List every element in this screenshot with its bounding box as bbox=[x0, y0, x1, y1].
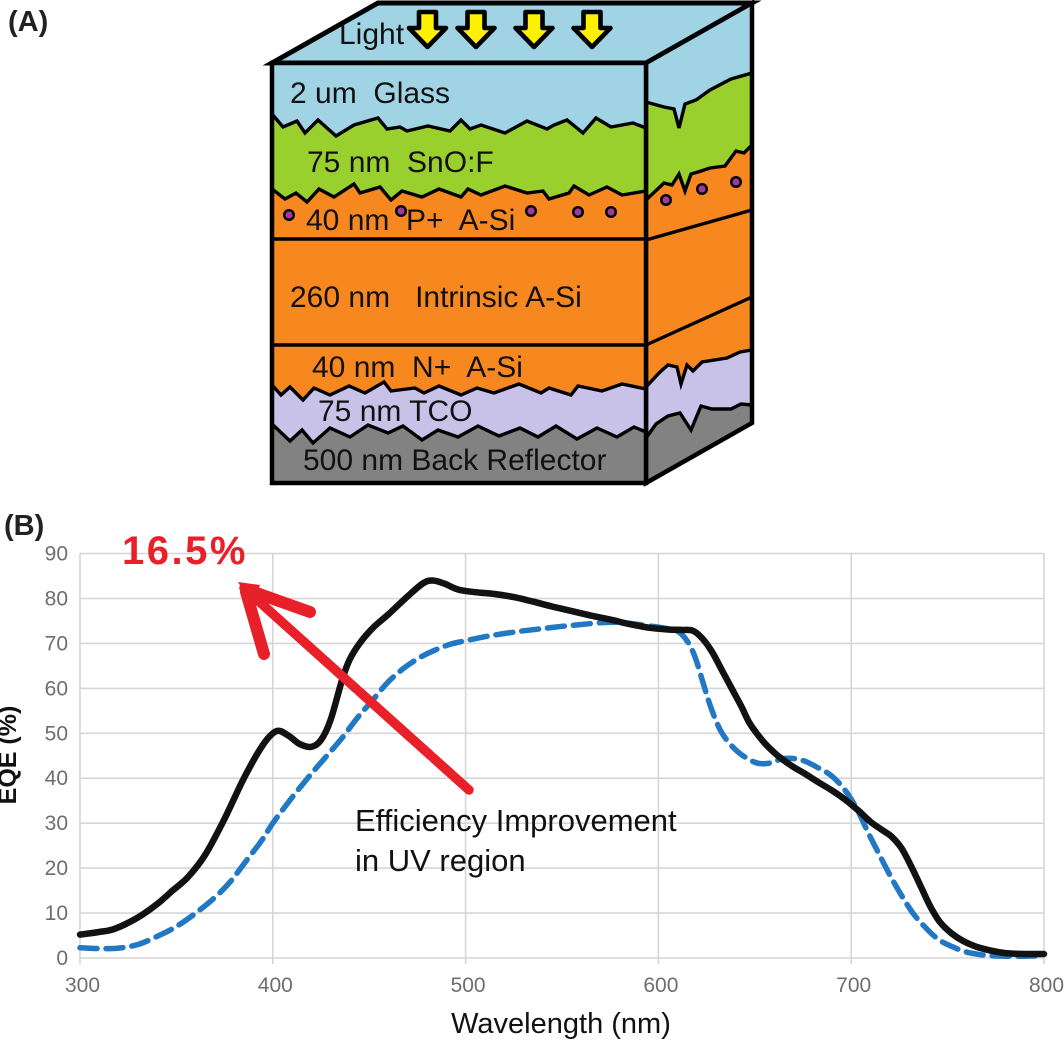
svg-text:90: 90 bbox=[45, 543, 68, 566]
svg-text:75 nm TCO: 75 nm TCO bbox=[318, 395, 473, 428]
svg-text:600: 600 bbox=[643, 974, 678, 997]
svg-text:80: 80 bbox=[45, 588, 68, 611]
svg-text:40: 40 bbox=[45, 767, 68, 790]
svg-text:400: 400 bbox=[258, 974, 293, 997]
svg-text:60: 60 bbox=[45, 677, 68, 700]
svg-text:EQE (%): EQE (%) bbox=[0, 706, 22, 805]
svg-text:10: 10 bbox=[45, 902, 68, 925]
svg-text:700: 700 bbox=[836, 974, 871, 997]
svg-text:(B): (B) bbox=[4, 510, 44, 542]
svg-text:Wavelength (nm): Wavelength (nm) bbox=[451, 1008, 671, 1040]
svg-text:75 nm SnO:F: 75 nm SnO:F bbox=[307, 146, 494, 179]
svg-text:500 nm Back Reflector: 500 nm Back Reflector bbox=[303, 444, 606, 477]
svg-text:40 nm N+ A-Si: 40 nm N+ A-Si bbox=[312, 351, 523, 384]
svg-text:16.5%: 16.5% bbox=[122, 529, 248, 573]
svg-text:Light: Light bbox=[339, 18, 405, 51]
svg-text:300: 300 bbox=[65, 974, 100, 997]
svg-text:Efficiency Improvement: Efficiency Improvement bbox=[355, 803, 677, 838]
svg-text:20: 20 bbox=[45, 857, 68, 880]
svg-text:50: 50 bbox=[45, 722, 68, 745]
svg-text:40 nm P+ A-Si: 40 nm P+ A-Si bbox=[306, 204, 515, 237]
svg-text:70: 70 bbox=[45, 632, 68, 655]
svg-text:260 nm Intrinsic A-Si: 260 nm Intrinsic A-Si bbox=[290, 281, 582, 314]
svg-text:800: 800 bbox=[1029, 974, 1064, 997]
svg-text:in UV region: in UV region bbox=[355, 843, 526, 878]
svg-text:(A): (A) bbox=[8, 6, 48, 38]
svg-text:2 um Glass: 2 um Glass bbox=[290, 77, 450, 110]
svg-text:0: 0 bbox=[56, 947, 68, 970]
svg-text:30: 30 bbox=[45, 812, 68, 835]
svg-text:500: 500 bbox=[451, 974, 486, 997]
